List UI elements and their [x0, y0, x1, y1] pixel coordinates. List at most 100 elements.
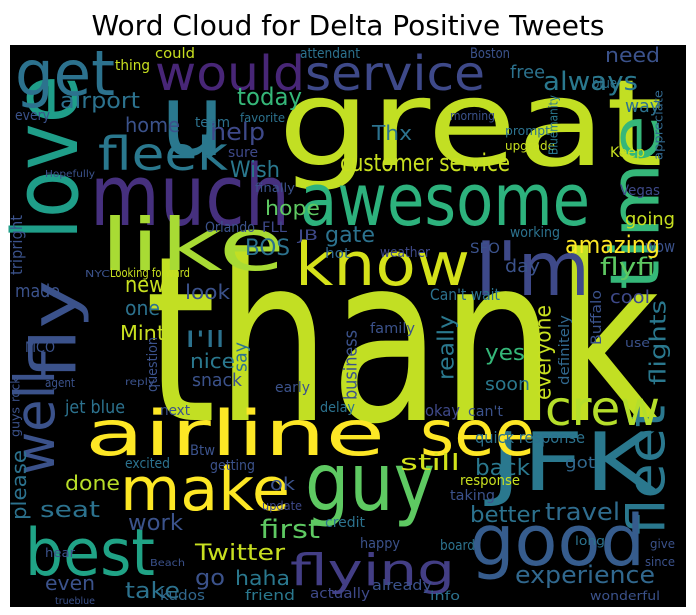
word: info: [430, 589, 460, 603]
word: make: [120, 455, 290, 525]
word: new: [125, 273, 165, 298]
word: u: [160, 62, 225, 179]
word: jet blue: [64, 397, 125, 418]
word: day: [505, 256, 540, 277]
word: early: [275, 380, 310, 396]
word: agent: [45, 376, 75, 390]
word: made: [15, 281, 60, 302]
word: seat: [40, 498, 100, 523]
word: finally: [255, 181, 295, 195]
word: haha: [235, 566, 290, 590]
cloud-background: [10, 45, 686, 607]
word: quick response: [475, 428, 585, 447]
word: airport: [60, 89, 140, 114]
word: ok: [270, 474, 296, 495]
word: happy: [360, 536, 400, 552]
word: use: [625, 336, 650, 350]
word: Wish: [230, 158, 280, 183]
word: trueblue: [55, 596, 95, 607]
word: Orlando: [205, 220, 255, 236]
word: guys: [9, 407, 23, 437]
word: airline: [85, 397, 385, 470]
word: always: [543, 67, 638, 97]
word: upgrade: [505, 139, 555, 153]
word: I'm: [475, 225, 590, 313]
word: definitely: [557, 315, 573, 385]
word: morning: [450, 109, 495, 123]
word: long: [575, 534, 605, 548]
word: friend: [245, 588, 295, 604]
word: blue: [592, 76, 617, 92]
word: excited: [125, 456, 170, 472]
word: good: [470, 500, 645, 582]
word: hot: [325, 246, 351, 262]
word: flyfi: [600, 253, 655, 281]
word: Thx: [371, 121, 412, 145]
word: family: [370, 321, 415, 337]
word: work: [128, 511, 183, 536]
word: really: [435, 315, 460, 380]
word: yes: [485, 341, 525, 366]
word: fleek: [98, 127, 228, 181]
word: best: [25, 516, 155, 591]
word: better: [470, 503, 541, 528]
word: Mint: [120, 321, 165, 345]
word: back: [475, 456, 530, 481]
word: would: [155, 46, 305, 102]
word: cool: [610, 287, 650, 308]
word: see: [420, 397, 535, 470]
word: getting: [210, 458, 255, 474]
word: amazing: [565, 231, 660, 259]
word: help: [210, 118, 265, 146]
word: thank: [145, 208, 660, 475]
word: still: [400, 451, 460, 476]
word: FLL: [262, 220, 287, 236]
word: Btw: [190, 443, 215, 459]
word: BOS: [245, 236, 290, 261]
word: NYC: [85, 269, 110, 280]
word: SFO: [470, 241, 500, 257]
word: Buffalo: [589, 290, 605, 345]
word: Beach: [150, 558, 185, 569]
word: actually: [310, 586, 370, 602]
word: since: [645, 555, 675, 569]
word: JB: [297, 228, 318, 244]
word: get: [15, 37, 115, 110]
word: snack: [192, 370, 243, 391]
word: already: [372, 578, 432, 594]
chart-title: Word Cloud for Delta Positive Tweets: [92, 9, 605, 42]
word: need: [605, 43, 660, 67]
word: love: [0, 75, 99, 240]
word: response: [460, 473, 520, 489]
word: got: [565, 453, 595, 472]
word: go: [195, 566, 225, 591]
word: MCO: [25, 340, 55, 356]
word: weather: [380, 245, 430, 261]
word: Hopefully: [45, 169, 95, 180]
word: free: [510, 62, 545, 83]
word: Twitter: [194, 541, 286, 566]
word: great: [278, 55, 663, 194]
word: fleet: [618, 405, 678, 535]
word: flying: [290, 545, 455, 596]
word: much: [90, 147, 290, 246]
word: fly: [18, 280, 91, 380]
word: update: [262, 499, 302, 513]
word: even: [45, 571, 95, 595]
word: prompt: [505, 124, 550, 138]
word: Vegas: [620, 183, 660, 199]
word: team: [195, 115, 230, 131]
word: soon: [485, 374, 530, 395]
word: tripright: [7, 215, 26, 275]
word: today: [237, 83, 302, 111]
word: gate: [325, 223, 375, 248]
word: first: [260, 515, 320, 545]
word: nice: [190, 349, 235, 373]
word: flights: [647, 300, 672, 385]
word: sure: [228, 145, 258, 161]
word: awesome: [300, 158, 590, 242]
word: Boston: [470, 46, 510, 62]
word: Keep: [610, 145, 645, 161]
word: business: [340, 330, 361, 400]
